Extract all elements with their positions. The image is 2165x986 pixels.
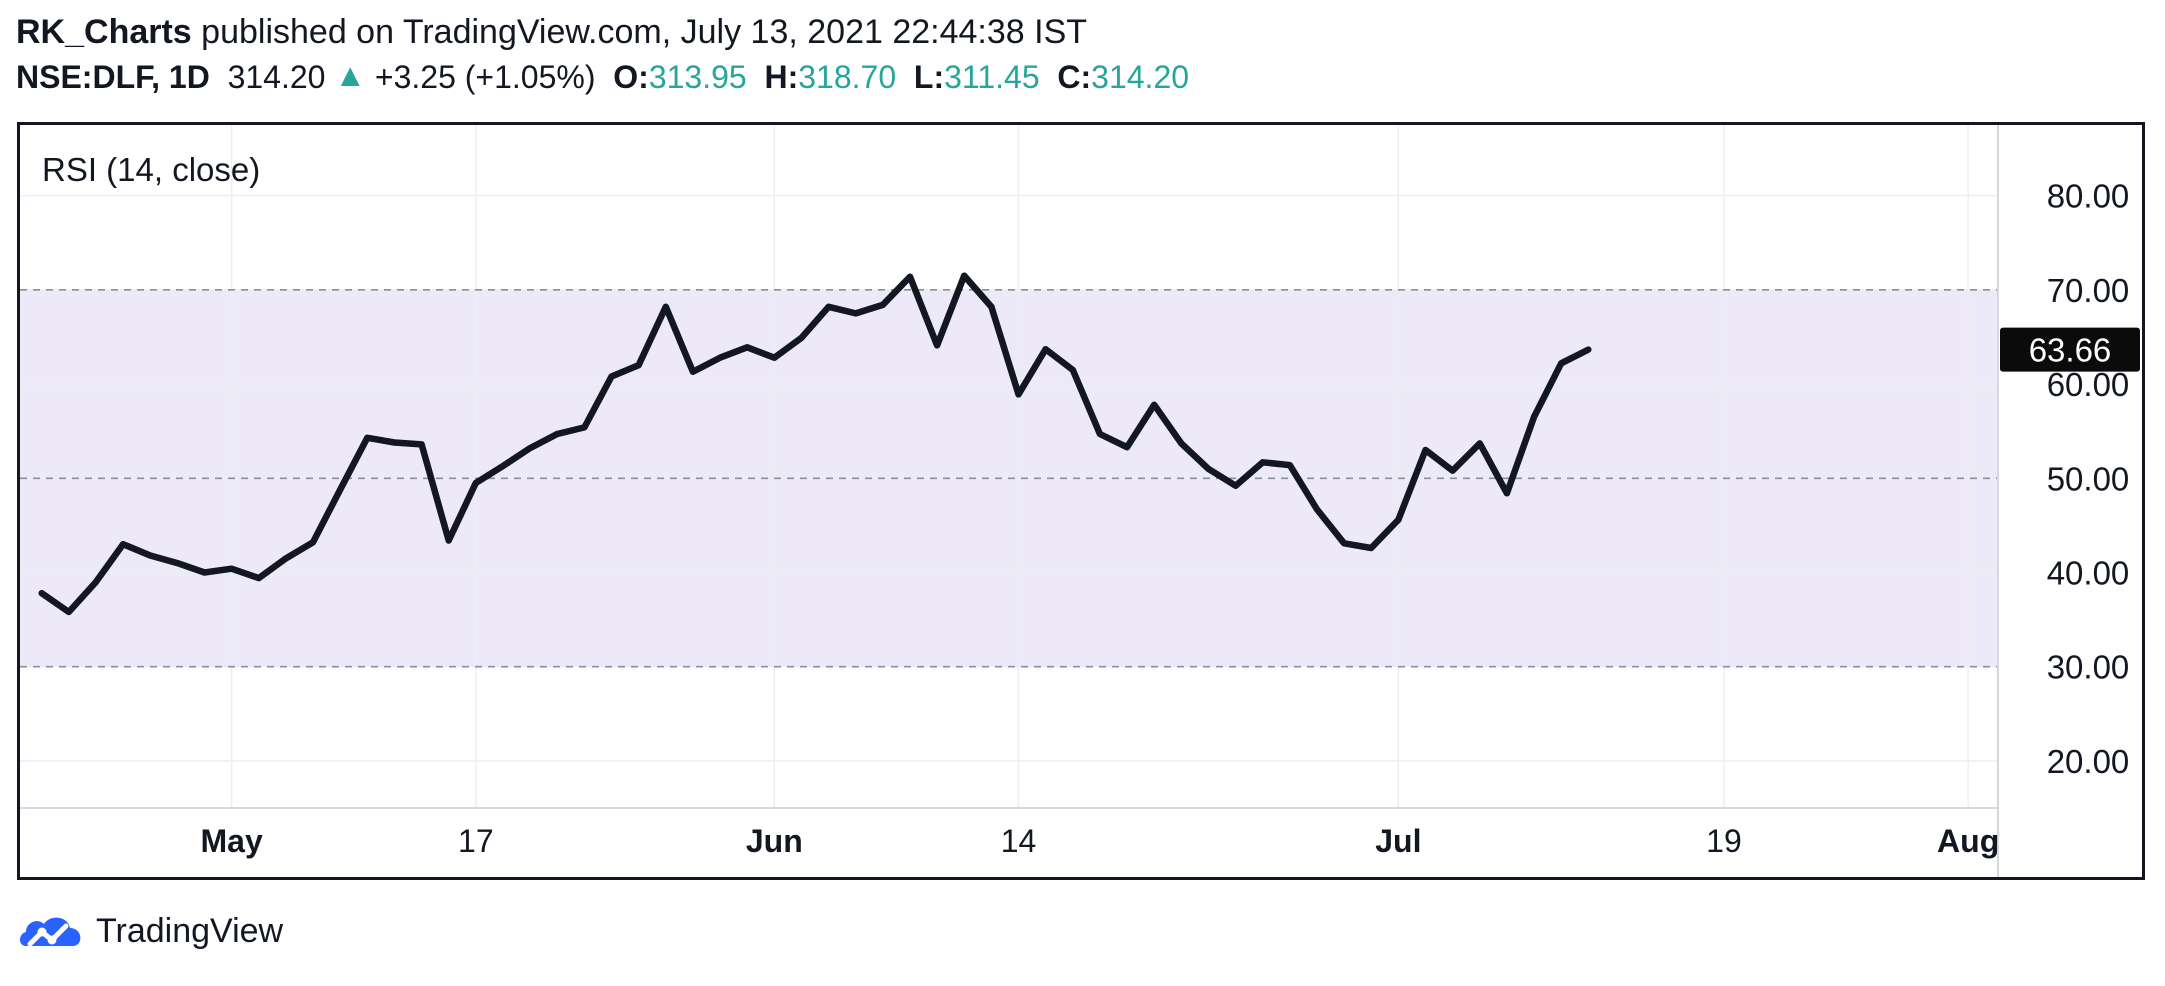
low-label: L: [913, 59, 945, 95]
up-arrow-icon: ▲ [334, 57, 367, 93]
high-label: H: [764, 59, 799, 95]
x-tick-label: 17 [458, 823, 494, 859]
open-label: O: [613, 59, 649, 95]
y-tick-label: 20.00 [2047, 743, 2130, 780]
quote-line: NSE:DLF, 1D 314.20 ▲ +3.25 (+1.05%) O:31… [16, 54, 1189, 100]
x-tick-label: Aug [1937, 823, 1999, 859]
x-tick-label: 19 [1706, 823, 1742, 859]
chart-frame[interactable]: 20.00 30.00 40.00 50.00 60.00 70.00 80.00 May 17… [17, 122, 2145, 880]
x-tick-label: May [201, 823, 263, 859]
y-tick-label: 70.00 [2047, 272, 2130, 309]
y-tick-label: 40.00 [2047, 554, 2130, 591]
open-value: 313.95 [648, 59, 747, 95]
author-name[interactable]: RK_Charts [16, 13, 192, 51]
indicator-title: RSI (14, close) [42, 151, 260, 188]
last-price: 314.20 [227, 59, 326, 95]
tradingview-brand[interactable]: TradingView [96, 911, 284, 950]
x-tick-label: 14 [1001, 823, 1037, 859]
close-label: C: [1057, 59, 1092, 95]
chart-header: RK_Charts published on TradingView.com, … [16, 10, 1189, 100]
symbol-label: NSE:DLF, 1D [16, 59, 210, 95]
rsi-chart[interactable]: 20.00 30.00 40.00 50.00 60.00 70.00 80.00 May 17… [20, 125, 2142, 877]
y-tick-label: 80.00 [2047, 178, 2130, 215]
last-value-label: 63.66 [2029, 332, 2112, 369]
price-change: +3.25 (+1.05%) [374, 59, 596, 95]
rsi-series-line [38, 272, 1592, 616]
y-tick-label: 50.00 [2047, 460, 2130, 497]
high-value: 318.70 [798, 59, 897, 95]
x-tick-label: Jul [1375, 823, 1421, 859]
y-tick-label: 60.00 [2047, 366, 2130, 403]
tradingview-logo-icon [20, 917, 81, 947]
footer: TradingView [16, 908, 283, 954]
y-tick-label: 30.00 [2047, 649, 2130, 686]
low-value: 311.45 [944, 59, 1040, 95]
published-text: published on TradingView.com, July 13, 2… [201, 13, 1088, 51]
close-value: 314.20 [1091, 59, 1190, 95]
publish-line: RK_Charts published on TradingView.com, … [16, 10, 1189, 54]
x-tick-label: Jun [746, 823, 803, 859]
last-value-badge [2000, 327, 2140, 372]
